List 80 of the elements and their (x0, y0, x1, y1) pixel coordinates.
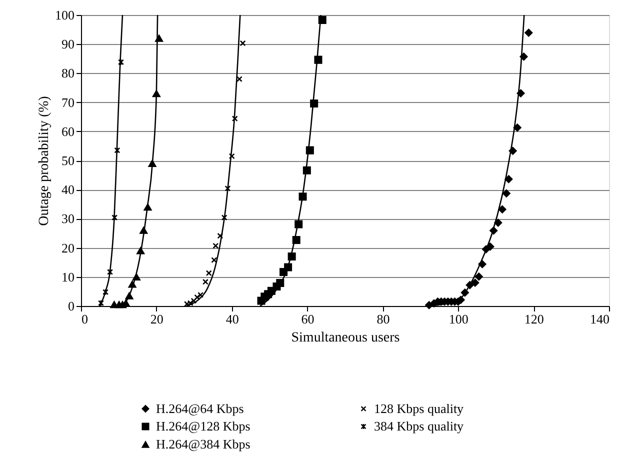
point (318, 16, 326, 24)
x-tick-label: 40 (226, 312, 239, 326)
x-axis-title: Simultaneous users (291, 330, 400, 346)
x-tick-label: 20 (150, 312, 164, 326)
point (276, 279, 284, 288)
point (140, 226, 148, 234)
x-tick-label: 80 (376, 312, 390, 326)
y-tick-label: 70 (62, 94, 74, 110)
point (132, 273, 140, 280)
y-tick-label: 100 (55, 8, 74, 22)
point (486, 242, 494, 251)
point (125, 292, 134, 300)
point (516, 89, 525, 98)
point (478, 260, 486, 268)
point (524, 28, 533, 37)
legend-label: H.264@384 Kbps (156, 436, 250, 452)
x-tick-label: 0 (82, 312, 88, 326)
point (306, 146, 314, 154)
point (513, 124, 522, 132)
point (466, 281, 474, 290)
y-tick-label: 30 (62, 211, 74, 226)
y-tick-label: 90 (62, 36, 74, 52)
y-tick-label: 80 (62, 66, 74, 81)
point (302, 166, 311, 174)
point (194, 294, 200, 300)
point (212, 242, 219, 249)
point (190, 298, 197, 304)
point (460, 288, 469, 297)
point (288, 252, 296, 261)
point (474, 272, 483, 281)
point (198, 292, 204, 298)
y-axis-title: Outage probability (%) (37, 96, 52, 226)
point (206, 270, 212, 276)
point (217, 232, 224, 239)
point (144, 204, 152, 211)
point (155, 34, 164, 42)
point (294, 220, 303, 228)
point (490, 226, 498, 235)
point (118, 58, 124, 66)
point (508, 146, 517, 155)
point (298, 192, 307, 201)
point (520, 52, 528, 61)
point (498, 205, 506, 214)
point (128, 280, 136, 288)
point (148, 160, 156, 167)
point (152, 90, 160, 98)
y-tick-label: 10 (62, 269, 74, 284)
point (502, 189, 510, 198)
point (284, 263, 292, 272)
point (228, 153, 235, 160)
y-tick-label: 0 (68, 298, 74, 314)
point (240, 40, 246, 46)
point (211, 257, 218, 264)
point (136, 247, 145, 254)
point (292, 236, 300, 244)
point (202, 278, 208, 285)
point (102, 288, 109, 296)
x-tick-label: 100 (448, 312, 468, 326)
point (114, 146, 120, 154)
legend-label: 384 Kbps quality (374, 418, 464, 434)
point (504, 175, 513, 184)
point (232, 116, 238, 122)
point (310, 99, 318, 108)
x-tick-label: 140 (590, 312, 610, 326)
y-tick-label: 40 (62, 182, 74, 198)
y-tick-label: 50 (62, 153, 74, 168)
legend-label: H.264@64 Kbps (156, 400, 244, 416)
point (224, 185, 231, 192)
point (494, 218, 502, 227)
point (471, 278, 480, 287)
x-tick-label: 60 (301, 312, 314, 326)
point (314, 56, 322, 64)
legend-label: 128 Kbps quality (374, 400, 464, 416)
point (107, 268, 114, 276)
point (112, 214, 118, 221)
point (221, 214, 228, 221)
legend-label: H.264@128 Kbps (156, 418, 250, 434)
y-tick-label: 60 (62, 124, 74, 139)
x-tick-label: 120 (524, 312, 544, 326)
y-tick-label: 20 (62, 240, 74, 256)
